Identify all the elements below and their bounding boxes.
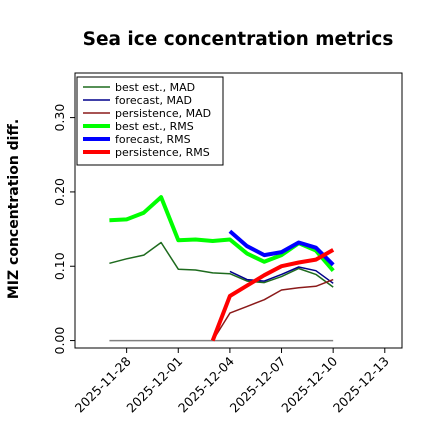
legend-label-4: best est., RMS bbox=[115, 120, 194, 133]
legend-label-1: best est., MAD bbox=[115, 81, 195, 94]
series-line-4 bbox=[109, 195, 335, 273]
plot-area bbox=[109, 195, 335, 342]
plot-frame bbox=[74, 72, 403, 349]
legend-label-3: persistence, MAD bbox=[115, 107, 211, 120]
y-tick-label: 0.10 bbox=[52, 252, 67, 280]
y-tick-label: 0.20 bbox=[52, 178, 67, 206]
series-line-5 bbox=[228, 229, 335, 267]
series-line-2 bbox=[229, 266, 334, 284]
chart-title: Sea ice concentration metrics bbox=[83, 29, 394, 50]
y-axis-label: MIZ concentration diff. bbox=[6, 119, 22, 299]
series-line-6 bbox=[210, 248, 335, 342]
legend-label-2: forecast, MAD bbox=[115, 94, 192, 107]
x-tick-label: 2025-12-13 bbox=[330, 354, 392, 416]
y-tick-label: 0.00 bbox=[52, 327, 67, 355]
y-tick-label: 0.30 bbox=[52, 104, 67, 132]
legend-label-6: persistence, RMS bbox=[115, 146, 210, 159]
series-line-1 bbox=[109, 241, 334, 288]
series-line-3 bbox=[212, 278, 334, 341]
legend-label-5: forecast, RMS bbox=[115, 133, 191, 146]
